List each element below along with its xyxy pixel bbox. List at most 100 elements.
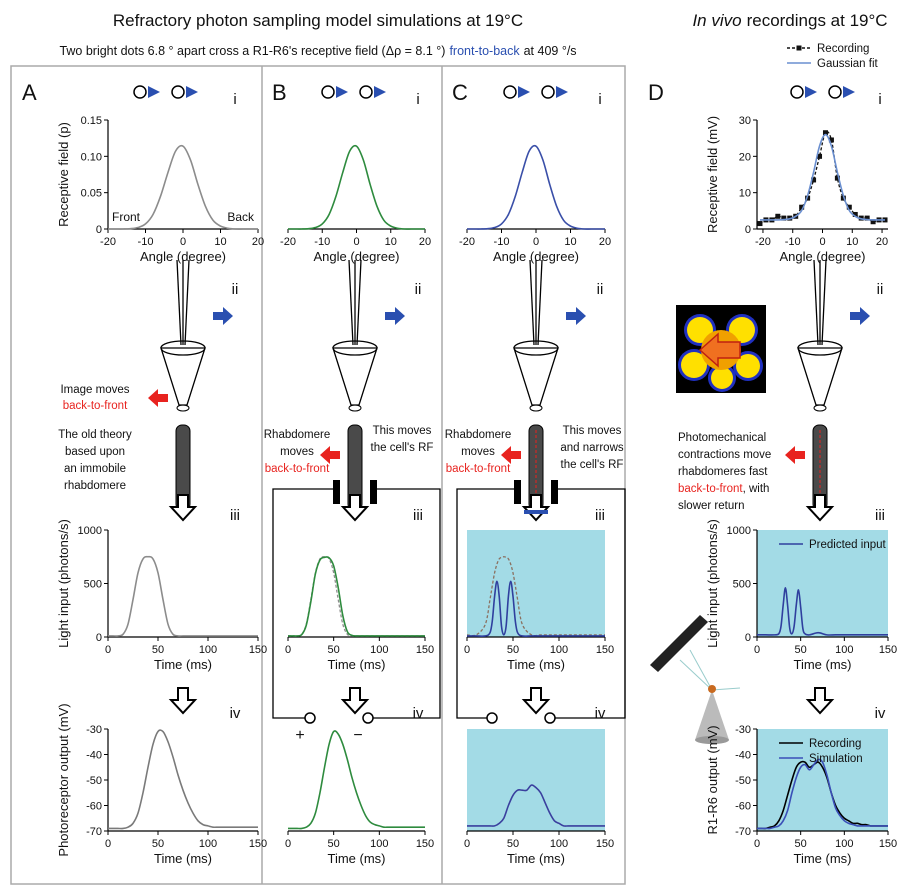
x-tick-label: -20 — [280, 236, 296, 248]
plot-background — [757, 530, 888, 637]
y-tick-label: 20 — [739, 151, 751, 163]
data-point — [834, 175, 840, 181]
annotation: Rhabdomere — [264, 429, 330, 441]
circuit-wire — [555, 488, 626, 719]
x-axis-title: Time (ms) — [793, 657, 851, 672]
subtitle: Two bright dots 6.8 ° apart cross a R1-R… — [59, 44, 576, 58]
x-tick-label: 0 — [819, 236, 825, 248]
x-tick-label: 50 — [795, 838, 807, 850]
title-part: recordings at 19°C — [747, 11, 888, 30]
motion-arrow — [148, 389, 168, 407]
annotation: the cell's RF — [561, 459, 624, 471]
panel-numeral: i — [416, 91, 419, 108]
annotation-part: back-to-front — [63, 400, 128, 412]
electrode — [537, 259, 543, 346]
stimulus-dot — [133, 85, 147, 99]
annotation: moves — [280, 446, 314, 458]
data-line — [757, 758, 888, 830]
data-point — [757, 221, 763, 227]
x-tick-label: 50 — [507, 644, 519, 656]
x-tick-label: 100 — [370, 644, 388, 656]
y-tick-label: 500 — [84, 579, 102, 591]
x-tick-label: 0 — [285, 838, 291, 850]
data-line — [466, 556, 605, 637]
stimulus-direction — [336, 86, 348, 98]
panel-numeral: iv — [595, 705, 606, 722]
y-tick-label: -30 — [86, 724, 102, 736]
panel-letter: A — [22, 80, 37, 105]
annotation: based upon — [65, 446, 125, 458]
annotation-part: Image moves — [60, 384, 129, 396]
annotation-part: back-to-front — [265, 463, 330, 475]
legend-label: Predicted input — [809, 539, 887, 551]
y-tick-label: 0.10 — [81, 151, 102, 163]
electrode-pad — [514, 480, 521, 504]
x-tick-label: 50 — [507, 838, 519, 850]
y-tick-label: -50 — [735, 775, 751, 787]
panel-numeral: iii — [875, 507, 885, 524]
x-tick-label: 20 — [876, 236, 888, 248]
electrode — [813, 259, 819, 346]
panel-numeral: i — [233, 91, 236, 108]
x-tick-label: 150 — [249, 838, 267, 850]
panel-numeral: ii — [232, 281, 239, 298]
x-tick-label: 100 — [835, 644, 853, 656]
panel-numeral: i — [598, 91, 601, 108]
annotation-part: back-to-front — [678, 483, 743, 495]
panel-numeral: iii — [230, 507, 240, 524]
electrode — [821, 259, 827, 346]
annotation-part: and narrows — [560, 442, 624, 454]
y-tick-label: -70 — [86, 826, 102, 838]
x-tick-label: -10 — [314, 236, 330, 248]
cone-tip — [529, 404, 543, 412]
annotation: This moves — [373, 425, 432, 437]
panel-letter: D — [648, 80, 664, 105]
data-line — [759, 133, 886, 221]
x-tick-label: 50 — [795, 644, 807, 656]
x-tick-label: 0 — [353, 236, 359, 248]
stimulus-dot — [359, 85, 373, 99]
lens-cone — [332, 347, 378, 406]
y-axis-title: Photoreceptor output (mV) — [56, 703, 71, 856]
x-tick-label: 100 — [370, 838, 388, 850]
annotation-part: , with — [743, 483, 770, 495]
x-tick-label: 150 — [249, 644, 267, 656]
motion-arrow — [320, 446, 340, 464]
plot-background — [757, 729, 888, 831]
y-tick-label: 0 — [745, 632, 751, 644]
x-tick-label: -10 — [138, 236, 154, 248]
electrode — [176, 259, 182, 346]
y-tick-label: -40 — [735, 750, 751, 762]
x-tick-label: -10 — [494, 236, 510, 248]
stimulus-dot — [541, 85, 555, 99]
x-tick-label: 20 — [419, 236, 431, 248]
polarity-sign: + — [295, 727, 304, 744]
y-axis-title: Light input (photons/s) — [56, 519, 71, 648]
data-line — [759, 131, 886, 225]
data-line — [107, 144, 258, 230]
data-line — [757, 760, 888, 830]
data-point — [799, 204, 805, 210]
x-tick-label: 150 — [596, 644, 614, 656]
x-tick-label: 100 — [835, 838, 853, 850]
x-tick-label: 150 — [416, 838, 434, 850]
x-tick-label: 10 — [214, 236, 226, 248]
data-line — [288, 556, 425, 637]
annotation: back-to-front — [265, 463, 330, 475]
data-line — [467, 580, 605, 637]
plot-background — [467, 729, 605, 831]
subtitle-part: at 409 °/s — [524, 44, 577, 58]
x-tick-label: -20 — [459, 236, 475, 248]
annotation: contractions move — [678, 449, 771, 461]
electrode — [356, 259, 362, 346]
annotation: the cell's RF — [371, 442, 434, 454]
annotation-part: contractions move — [678, 449, 771, 461]
annotation: slower return — [678, 500, 744, 512]
x-tick-label: 100 — [550, 644, 568, 656]
data-line — [466, 144, 605, 230]
motion-arrow — [850, 307, 870, 325]
circuit-wire — [272, 488, 333, 719]
x-tick-label: 50 — [328, 644, 340, 656]
annotation: The old theory — [58, 429, 132, 441]
